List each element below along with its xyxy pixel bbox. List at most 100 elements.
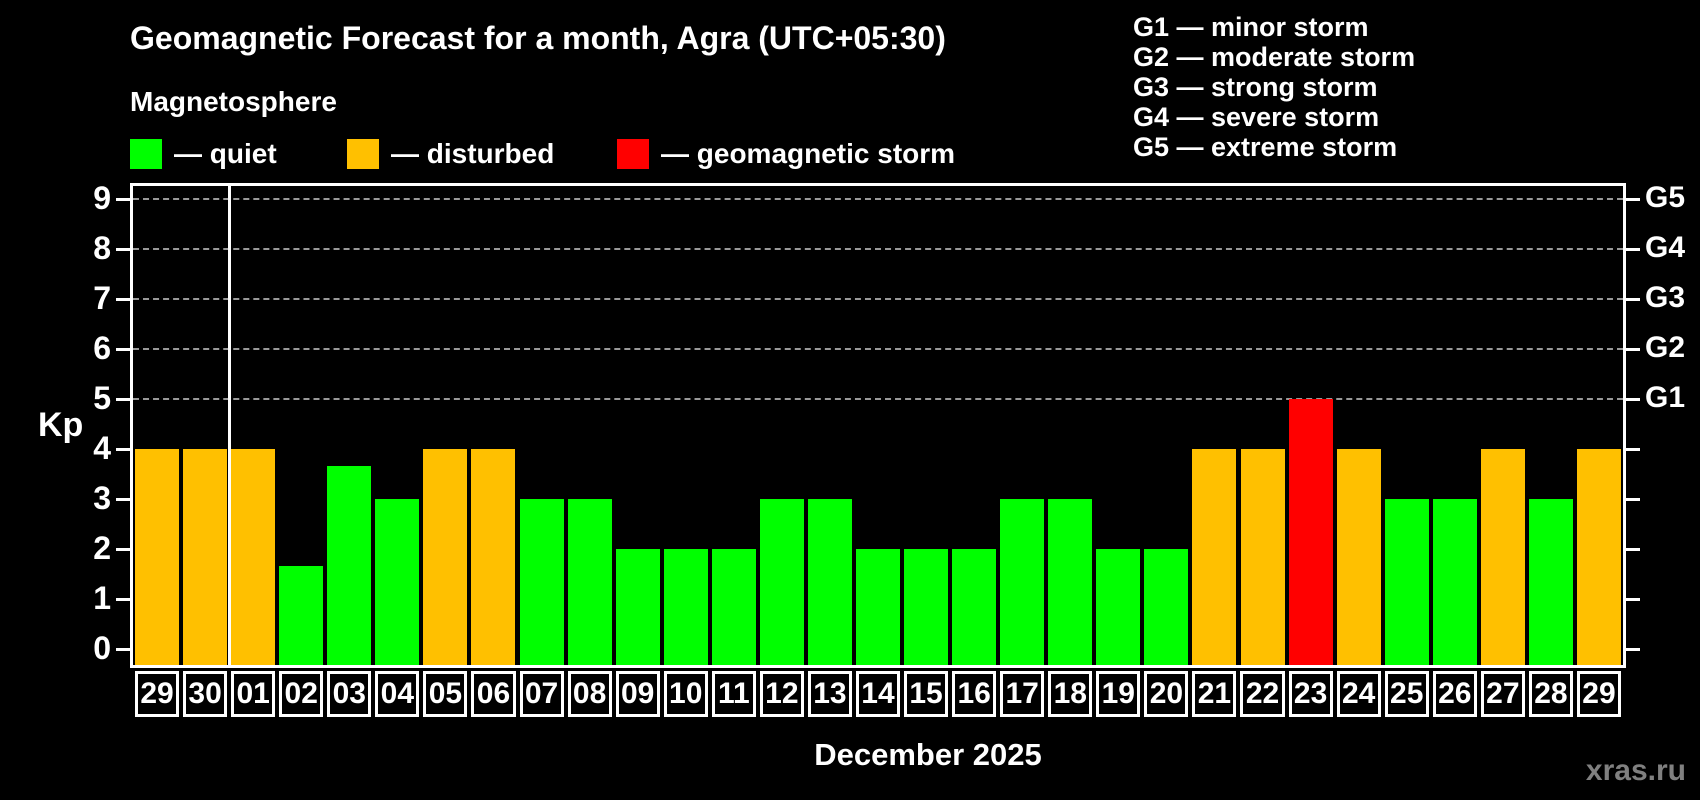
kp-bar-day-24 xyxy=(1336,449,1381,665)
kp-bar-day-07 xyxy=(519,499,564,665)
day-label-cell: 28 xyxy=(1528,671,1573,717)
kp-bar-day-19 xyxy=(1096,549,1141,665)
kp-bar-day-21 xyxy=(1192,449,1237,665)
g-level-label-g1: G1 xyxy=(1645,381,1686,414)
day-label-cell: 10 xyxy=(663,671,708,717)
y-tick-right-0 xyxy=(1626,648,1640,651)
gridline-kp7 xyxy=(133,298,1623,300)
kp-bar-day-09 xyxy=(615,549,660,665)
kp-bar-day-27 xyxy=(1480,449,1525,665)
g-level-label-g5: G5 xyxy=(1645,181,1686,214)
kp-bar-day-05 xyxy=(423,449,468,665)
y-axis-title: Kp xyxy=(38,406,84,444)
g-level-label-g2: G2 xyxy=(1645,331,1686,364)
day-label-cell: 24 xyxy=(1336,671,1381,717)
y-tick-label-1: 1 xyxy=(93,580,111,616)
gridline-kp8 xyxy=(133,248,1623,250)
y-tick-0 xyxy=(116,648,130,651)
kp-bar-day-16 xyxy=(952,549,997,665)
y-tick-5 xyxy=(116,398,130,401)
gridline-kp9 xyxy=(133,198,1623,200)
y-tick-label-7: 7 xyxy=(93,280,111,316)
y-tick-right-1 xyxy=(1626,598,1640,601)
day-label-cell: 20 xyxy=(1144,671,1189,717)
storm-color-swatch-icon xyxy=(617,139,649,169)
day-label-cell: 02 xyxy=(279,671,324,717)
y-tick-right-2 xyxy=(1626,548,1640,551)
day-label-cell: 08 xyxy=(567,671,612,717)
day-label-cell: 18 xyxy=(1048,671,1093,717)
y-tick-label-5: 5 xyxy=(93,380,111,416)
day-label-cell: 27 xyxy=(1480,671,1525,717)
day-label-cell: 03 xyxy=(327,671,372,717)
legend-item-storm: — geomagnetic storm xyxy=(617,138,955,170)
gridline-kp5 xyxy=(133,398,1623,400)
y-tick-8 xyxy=(116,248,130,251)
day-label-cell: 06 xyxy=(471,671,516,717)
day-label-cell: 07 xyxy=(519,671,564,717)
status-legend: — quiet — disturbed — geomagnetic storm xyxy=(0,138,1700,172)
kp-bar-day-28 xyxy=(1528,499,1573,665)
kp-bar-day-23 xyxy=(1288,399,1333,665)
day-label-cell: 30 xyxy=(183,671,228,717)
month-separator xyxy=(227,186,231,665)
kp-bar-day-25 xyxy=(1384,499,1429,665)
kp-bar-day-20 xyxy=(1144,549,1189,665)
g-legend-line-5: G5 — extreme storm xyxy=(1133,132,1398,162)
y-tick-label-4: 4 xyxy=(93,430,111,466)
g-scale-legend: G1 — minor storm G2 — moderate storm G3 — … xyxy=(1133,12,1415,162)
y-tick-4 xyxy=(116,448,130,451)
kp-bar-day-06 xyxy=(471,449,516,665)
kp-bar-day-17 xyxy=(1000,499,1045,665)
day-label-cell: 09 xyxy=(615,671,660,717)
day-label-cell: 04 xyxy=(375,671,420,717)
kp-bar-day-15 xyxy=(904,549,949,665)
legend-label-quiet: — quiet xyxy=(174,138,277,169)
y-tick-label-3: 3 xyxy=(93,480,111,516)
g-legend-line-3: G3 — strong storm xyxy=(1133,72,1378,102)
day-label-cell: 16 xyxy=(952,671,997,717)
day-label-cell: 12 xyxy=(759,671,804,717)
day-label-cell: 01 xyxy=(231,671,276,717)
kp-bar-day-08 xyxy=(567,499,612,665)
day-label-cell: 19 xyxy=(1096,671,1141,717)
kp-bar-day-02 xyxy=(279,565,324,665)
day-label-cell: 29 xyxy=(1576,671,1621,717)
kp-bar-day-13 xyxy=(807,499,852,665)
day-axis-row: 29 30 01 02 03 04 05 06 07 08 09 10 11 12 13 14 15 16 17 18… xyxy=(133,671,1623,721)
y-tick-6 xyxy=(116,348,130,351)
day-label-cell: 05 xyxy=(423,671,468,717)
kp-bar-day-29 xyxy=(135,449,180,665)
g-legend-line-4: G4 — severe storm xyxy=(1133,102,1380,132)
day-label-cell: 25 xyxy=(1384,671,1429,717)
kp-bar-day-11 xyxy=(711,549,756,665)
legend-item-quiet: — quiet xyxy=(130,138,277,170)
g-level-label-g3: G3 xyxy=(1645,281,1686,314)
kp-bar-day-18 xyxy=(1048,499,1093,665)
y-tick-label-6: 6 xyxy=(93,330,111,366)
day-label-cell: 11 xyxy=(711,671,756,717)
y-tick-label-8: 8 xyxy=(93,230,111,266)
y-tick-right-4 xyxy=(1626,448,1640,451)
day-label-cell: 22 xyxy=(1240,671,1285,717)
day-label-cell: 17 xyxy=(1000,671,1045,717)
kp-bar-day-01 xyxy=(231,449,276,665)
g-level-label-g4: G4 xyxy=(1645,231,1686,264)
day-label-cell: 26 xyxy=(1432,671,1477,717)
kp-bar-day-30 xyxy=(183,449,228,665)
kp-bar-day-04 xyxy=(375,499,420,665)
g-legend-line-2: G2 — moderate storm xyxy=(1133,42,1416,72)
kp-bar-day-14 xyxy=(856,549,900,665)
month-label: December 2025 xyxy=(814,737,1042,772)
legend-label-disturbed: — disturbed xyxy=(391,138,555,169)
day-label-cell: 23 xyxy=(1288,671,1333,717)
quiet-color-swatch-icon xyxy=(130,139,162,169)
chart-title: Geomagnetic Forecast for a month, Agra (… xyxy=(130,20,946,56)
y-tick-1 xyxy=(116,598,130,601)
plot-area: 0 1 2 3 4 5 6 7 8 9 G1 G2 G3 G4 G5 xyxy=(93,180,1685,668)
gridline-kp6 xyxy=(133,348,1623,350)
day-label-cell: 15 xyxy=(904,671,949,717)
y-tick-3 xyxy=(116,498,130,501)
kp-bar-day-26 xyxy=(1432,499,1477,665)
legend-label-storm: — geomagnetic storm xyxy=(661,138,956,169)
